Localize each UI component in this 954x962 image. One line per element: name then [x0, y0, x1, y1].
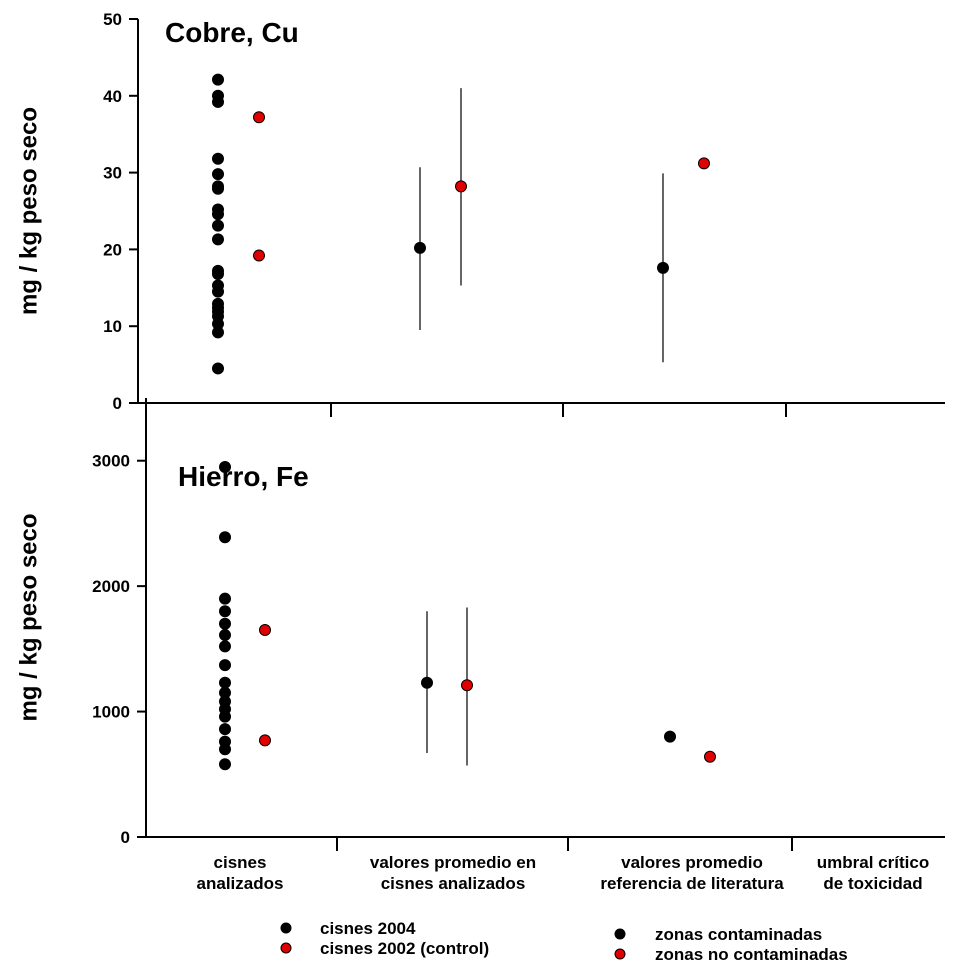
- panel2-chart-title: Hierro, Fe: [178, 461, 309, 492]
- panel2-point-2004: [219, 758, 231, 771]
- legend-marker: [280, 942, 292, 954]
- panel1-point-2004: [212, 152, 224, 165]
- panel2-y-axis-label: mg / kg peso seco: [15, 513, 42, 721]
- panel1-point-2004: [212, 233, 224, 246]
- panel2-point-2002: [259, 734, 271, 747]
- panel2-point-2004: [219, 460, 231, 473]
- panel2-y-tick-label: 1000: [92, 703, 130, 722]
- panel2-point-2004: [219, 710, 231, 723]
- panel2-point-2004: [219, 723, 231, 736]
- panel2-point-2004: [219, 592, 231, 605]
- panel2-point-2004: [219, 743, 231, 756]
- panel2-y-tick-label: 0: [121, 828, 130, 847]
- panel1-point-2004: [212, 182, 224, 195]
- category-label: cisnes: [214, 853, 267, 872]
- panel1-point-2002: [253, 249, 265, 262]
- legend-marker: [280, 922, 292, 934]
- category-label: valores promedio: [621, 853, 763, 872]
- category-label: valores promedio en: [370, 853, 536, 872]
- panel2-mean-point: [704, 750, 716, 763]
- panel1-y-axis-label: mg / kg peso seco: [15, 107, 42, 315]
- panel2-point-2004: [219, 640, 231, 653]
- category-label: umbral crítico: [817, 853, 929, 872]
- legend-label: zonas no contaminadas: [655, 945, 848, 962]
- panel2-point-2002: [259, 624, 271, 637]
- panel2-point-2004: [219, 629, 231, 642]
- panel1-y-tick-label: 40: [103, 87, 122, 106]
- panel1-mean-point: [414, 241, 426, 254]
- panel1-point-2002: [253, 111, 265, 124]
- panel1-y-tick-label: 20: [103, 240, 122, 259]
- panel2-point-2004: [219, 605, 231, 618]
- panel1-point-2004: [212, 73, 224, 86]
- panel2-mean-point: [421, 676, 433, 689]
- legend-marker: [614, 928, 626, 940]
- panel2-mean-point: [461, 679, 473, 692]
- panel2-point-2004: [219, 659, 231, 672]
- category-label: analizados: [197, 874, 284, 893]
- panel2-y-tick-label: 3000: [92, 452, 130, 471]
- legend-label: cisnes 2004: [320, 919, 416, 938]
- legend-marker: [614, 948, 626, 960]
- panel1-point-2004: [212, 219, 224, 232]
- panel1-mean-point: [455, 180, 467, 193]
- panel1-chart-title: Cobre, Cu: [165, 17, 299, 48]
- panel2-point-2004: [219, 531, 231, 544]
- panel1-mean-point: [698, 157, 710, 170]
- panel1-y-tick-label: 10: [103, 317, 122, 336]
- panel1-y-tick-label: 0: [113, 394, 122, 413]
- panel2-point-2004: [219, 617, 231, 630]
- panel1-point-2004: [212, 95, 224, 108]
- panel1-point-2004: [212, 168, 224, 181]
- panel2-y-tick-label: 2000: [92, 577, 130, 596]
- category-label: de toxicidad: [823, 874, 922, 893]
- category-label: cisnes analizados: [381, 874, 526, 893]
- panel1-y-tick-label: 30: [103, 164, 122, 183]
- panel1-point-2004: [212, 285, 224, 298]
- panel1-point-2004: [212, 208, 224, 221]
- panel1-point-2004: [212, 267, 224, 280]
- panel2-point-2004: [219, 676, 231, 689]
- legend-label: zonas contaminadas: [655, 925, 822, 944]
- category-label: referencia de literatura: [600, 874, 784, 893]
- legend-label: cisnes 2002 (control): [320, 939, 489, 958]
- panel1-point-2004: [212, 326, 224, 339]
- panel1-y-tick-label: 50: [103, 10, 122, 29]
- panel1-mean-point: [657, 261, 669, 274]
- panel1-point-2004: [212, 362, 224, 375]
- panel2-mean-point: [664, 730, 676, 743]
